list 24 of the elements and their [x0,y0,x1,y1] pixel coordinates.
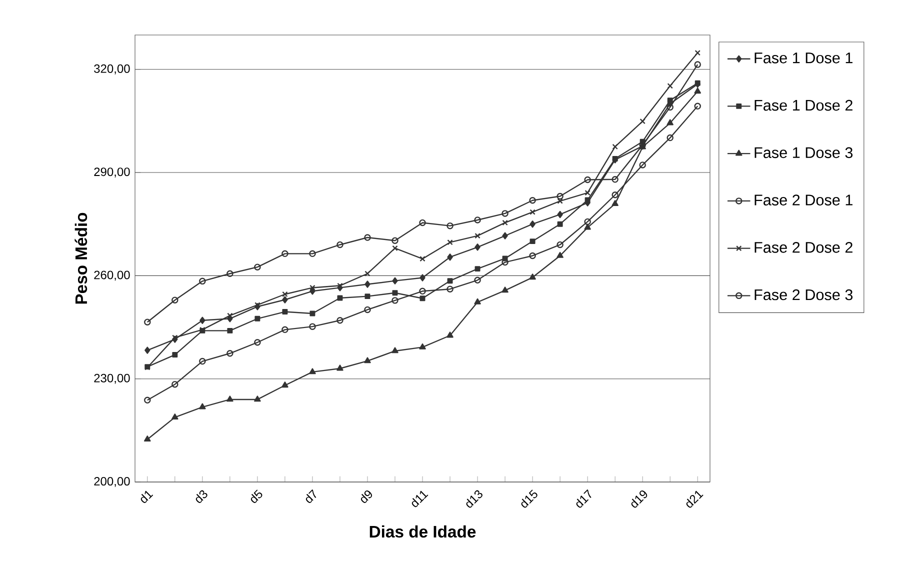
x-tick-label: d11 [412,490,428,508]
x-axis-title: Dias de Idade [370,525,476,538]
y-tick-label: 260,00 [94,270,130,281]
x-tick-label: d19 [631,490,648,508]
x-tick-label: d17 [576,489,592,508]
x-tick-label: d15 [521,490,538,508]
legend-label: Fase 2 Dose 2 [754,242,852,253]
x-tick-label: d9 [360,490,372,504]
legend-label: Fase 2 Dose 3 [754,289,853,300]
x-tick-label: d21 [686,490,704,508]
x-tick-label: d5 [250,490,262,504]
y-tick-label: 230,00 [94,374,130,384]
y-tick-label: 290,00 [94,168,130,178]
x-tick-label: d13 [466,490,482,508]
y-tick-label: 320,00 [94,64,130,74]
legend-label: Fase 1 Dose 2 [754,100,852,111]
legend-label: Fase 2 Dose 1 [754,194,852,206]
x-tick-label: d3 [196,490,208,504]
y-axis-title: Peso Médio [74,212,88,304]
x-tick-label: d1 [140,490,154,504]
y-tick-label: 200,00 [94,477,130,487]
legend-label: Fase 1 Dose 3 [754,147,853,158]
x-tick-label: d7 [306,489,316,504]
legend-label: Fase 1 Dose 1 [754,52,852,64]
